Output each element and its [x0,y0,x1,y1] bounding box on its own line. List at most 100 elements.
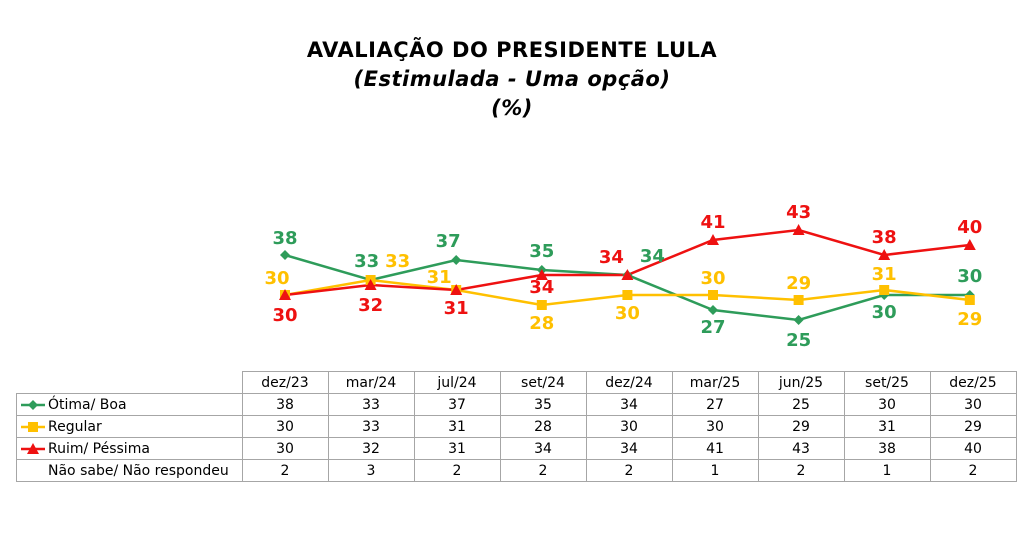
table-header-1: mar/24 [327,371,415,394]
series-0-data-label-8: 30 [957,266,982,287]
table-cell: 27 [671,393,759,416]
line-chart: 38 33 37 35 34 27 25 30 30 30 33 31 28 30 30 29 31 29 30 32… [264,202,982,351]
series-1-data-label-8: 29 [957,309,982,330]
table-row-name: Ótima/ Boa [48,396,127,413]
table-header-4: dez/24 [585,371,673,394]
table-cell: 2 [757,459,845,482]
table-row-label: Não sabe/ Não respondeu [16,459,243,482]
table-cell: 29 [929,415,1017,438]
series-1-data-label-0: 30 [264,268,289,289]
table-row: Regular 30 33 31 28 30 30 29 31 29 [16,415,1017,438]
series-0-point-5 [708,305,718,315]
table-row-label: Ótima/ Boa [16,393,243,416]
table-cell: 38 [241,393,329,416]
legend-marker-2 [27,442,39,454]
series-1-data-label-7: 31 [872,264,897,285]
table-row-name: Regular [48,418,102,435]
series-1-point-6 [793,295,804,305]
table-cell: 1 [843,459,931,482]
table-cell: 41 [671,437,759,460]
chart-title-block: AVALIAÇÃO DO PRESIDENTE LULA (Estimulada… [0,36,1024,123]
series-2-point-1 [364,279,377,290]
series-1-data-label-4: 30 [615,303,640,324]
series-2-data-label-4: 34 [599,247,624,268]
table-cell: 2 [929,459,1017,482]
series-0-data-label-0: 38 [272,228,297,249]
table-cell: 28 [499,415,587,438]
table-cell: 32 [327,437,415,460]
series-1-data-label-2: 31 [427,267,452,288]
table-cell: 2 [413,459,501,482]
table-cell: 30 [671,415,759,438]
chart-title: AVALIAÇÃO DO PRESIDENTE LULA [306,38,718,62]
series-0-data-label-7: 30 [872,302,897,323]
series-2-data-label-5: 41 [700,212,725,233]
series-0-data-label-4: 34 [640,246,665,267]
series-0-point-0 [280,250,290,260]
table-cell: 43 [757,437,845,460]
table-cell: 31 [413,415,501,438]
table-header-7: set/25 [843,371,931,394]
series-1-data-label-1: 33 [385,251,410,272]
series-1-data-label-3: 28 [529,313,554,334]
series-2-data-label-8: 40 [957,217,982,238]
series-2-data-label-1: 32 [358,295,383,316]
series-2-point-8 [963,239,976,250]
table-cell: 37 [413,393,501,416]
table-cell: 2 [241,459,329,482]
series-0-data-label-3: 35 [529,241,554,262]
table-row: Ruim/ Péssima 30 32 31 34 34 41 43 38 40 [16,437,1017,460]
table-row-label: Ruim/ Péssima [16,437,243,460]
table-cell: 35 [499,393,587,416]
table-cell: 38 [843,437,931,460]
series-0-data-label-1: 33 [354,251,379,272]
table-cell: 34 [585,393,673,416]
table-cell: 30 [241,415,329,438]
table-cell: 25 [757,393,845,416]
series-2-point-6 [792,224,805,235]
series-2-data-label-7: 38 [872,227,897,248]
series-2-point-0 [279,289,291,300]
legend-marker-1 [28,421,38,432]
table-row: Ótima/ Boa 38 33 37 35 34 27 25 30 30 [16,393,1017,416]
table-header-8: dez/25 [929,371,1017,394]
table-header-3: set/24 [499,371,587,394]
table-cell: 34 [499,437,587,460]
table-cell: 31 [843,415,931,438]
table-row-name: Não sabe/ Não respondeu [48,462,229,479]
table-cell: 2 [499,459,587,482]
legend-key-2 [21,442,45,454]
series-0-point-2 [451,255,462,265]
table-row-label: Regular [16,415,243,438]
series-1-point-8 [964,295,975,305]
table-header-6: jun/25 [757,371,845,394]
chart-subtitle: (Estimulada - Uma opção) [353,67,671,91]
data-table: dez/23 mar/24 jul/24 set/24 dez/24 mar/25 jun/… [16,371,1017,482]
table-cell: 3 [327,459,415,482]
table-header-row: dez/23 mar/24 jul/24 set/24 dez/24 mar/25 jun/… [16,371,1017,394]
table-cell: 30 [585,415,673,438]
table-corner [16,371,243,394]
table-cell: 30 [241,437,329,460]
series-0-point-6 [793,315,804,325]
series-1-data-label-5: 30 [700,268,725,289]
table-cell: 34 [585,437,673,460]
series-2-data-label-3: 34 [529,277,554,298]
table-cell: 29 [757,415,845,438]
series-0-data-label-6: 25 [786,330,811,351]
table-cell: 30 [929,393,1017,416]
series-2-point-2 [450,284,463,295]
table-cell: 33 [327,393,415,416]
table-header-2: jul/24 [413,371,501,394]
table-header-5: mar/25 [671,371,759,394]
table-cell: 31 [413,437,501,460]
chart-unit: (%) [491,96,533,120]
series-1-point-4 [622,290,633,300]
legend-marker-0 [28,399,38,410]
series-1-point-3 [536,300,547,310]
series-1-data-label-6: 29 [786,273,811,294]
table-row-name: Ruim/ Péssima [48,440,150,457]
series-2-point-5 [707,234,719,245]
table-cell: 1 [671,459,759,482]
legend-key-0 [21,399,45,410]
